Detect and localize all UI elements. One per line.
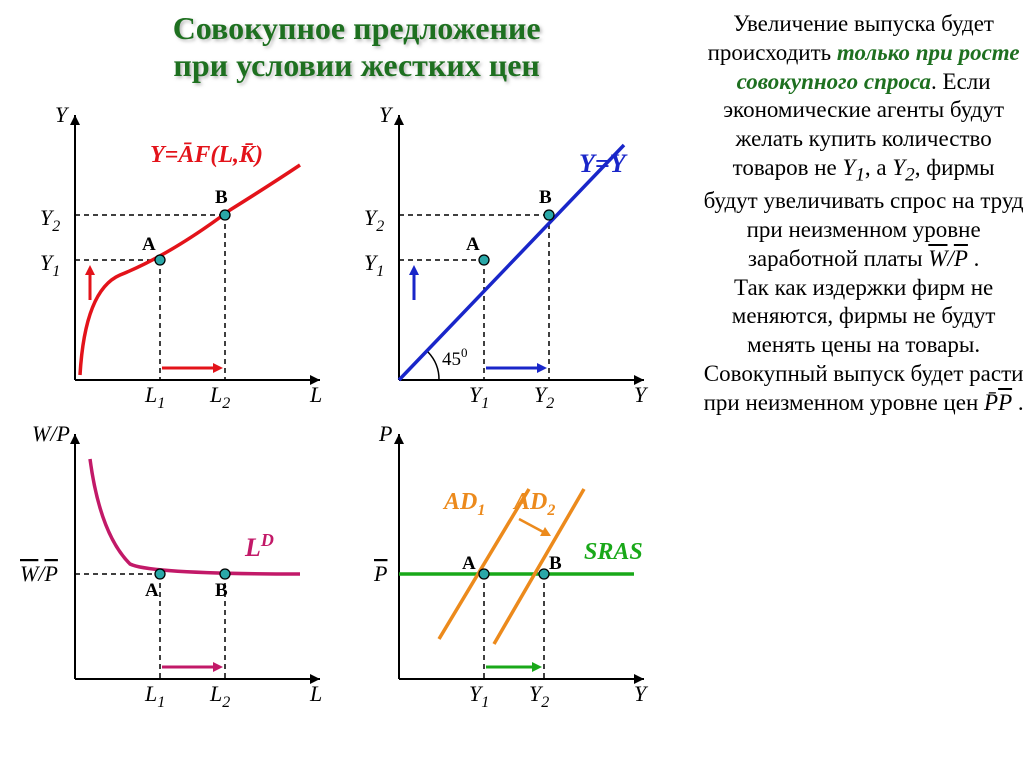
svg-text:P: P [378, 421, 392, 446]
svg-text:AD2: AD2 [512, 489, 555, 519]
svg-text:P: P [373, 561, 387, 586]
svg-text:450: 450 [442, 345, 468, 370]
chart-ad-sras: P Y P Y1 Y2 A B AD1 AD2 SRAS [344, 414, 664, 734]
svg-text:W/P: W/P [20, 561, 58, 586]
svg-text:L2: L2 [209, 681, 230, 711]
svg-text:L2: L2 [209, 382, 230, 410]
svg-text:Y: Y [634, 382, 649, 407]
svg-text:A: A [145, 580, 159, 601]
explanation-text: Увеличение выпуска будет происходить тол… [703, 0, 1024, 767]
curve-label-prod: Y=ĀF(L,K̄) [150, 142, 263, 168]
svg-text:B: B [215, 580, 228, 601]
svg-text:B: B [539, 187, 552, 208]
svg-text:Y2: Y2 [534, 382, 554, 410]
axis-y-label: Y [55, 102, 70, 127]
chart-labor-demand: W/P L W/P L1 L2 A B LD [20, 414, 340, 734]
svg-text:A: A [466, 234, 480, 255]
curve-label-45: Y=Y [579, 149, 628, 178]
svg-text:B: B [215, 187, 228, 208]
svg-text:Y1: Y1 [469, 681, 489, 711]
svg-text:L1: L1 [144, 382, 165, 410]
curve-label-ld: LD [244, 530, 274, 562]
svg-text:Y: Y [634, 681, 649, 706]
chart-production: Y L Y2 Y1 L1 L2 A B Y=ĀF(L,K̄) [20, 90, 340, 410]
svg-text:AD1: AD1 [442, 489, 485, 519]
charts-grid: Y L Y2 Y1 L1 L2 A B Y=ĀF(L,K̄) [20, 90, 660, 730]
svg-text:L: L [309, 681, 322, 706]
sras-label: SRAS [584, 539, 643, 565]
svg-text:Y1: Y1 [364, 250, 384, 280]
svg-text:A: A [142, 234, 156, 255]
chart-45deg: Y Y Y2 Y1 Y1 Y2 A B 450 Y=Y [344, 90, 664, 410]
page-title: Совокупное предложение при условии жестк… [20, 10, 693, 84]
svg-text:Y1: Y1 [469, 382, 489, 410]
axis-x-label: L [309, 382, 322, 407]
svg-text:Y: Y [379, 102, 394, 127]
svg-text:A: A [462, 553, 476, 574]
svg-text:Y2: Y2 [529, 681, 549, 711]
svg-text:L1: L1 [144, 681, 165, 711]
svg-text:Y1: Y1 [40, 250, 60, 280]
svg-text:Y2: Y2 [40, 205, 60, 235]
svg-text:W/P: W/P [32, 421, 70, 446]
svg-text:B: B [549, 553, 562, 574]
svg-text:Y2: Y2 [364, 205, 384, 235]
